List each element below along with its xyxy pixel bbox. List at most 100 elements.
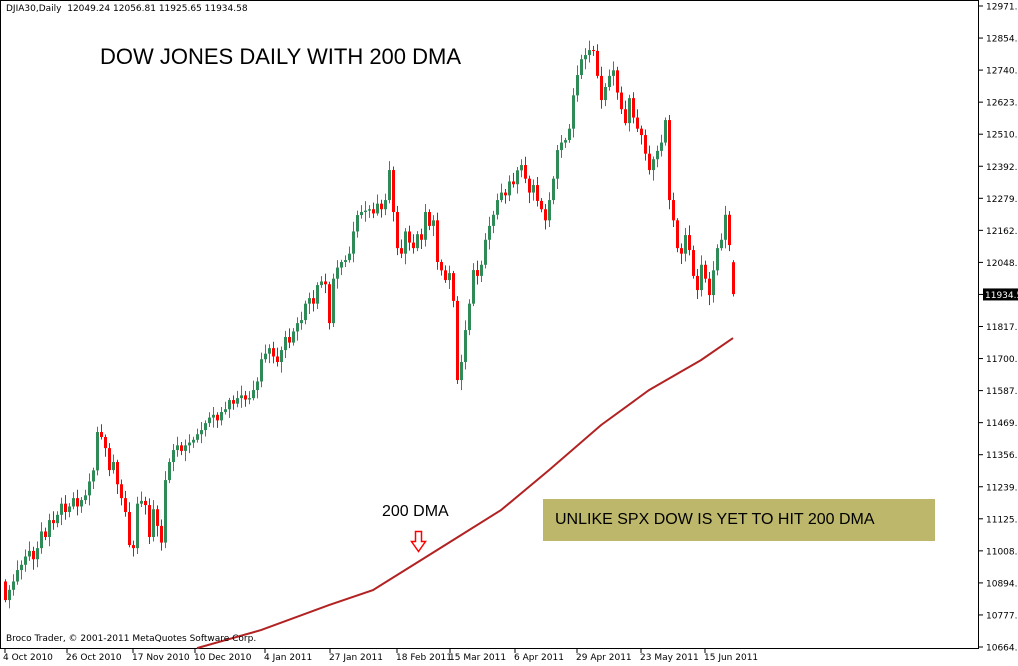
candle-up bbox=[376, 203, 379, 214]
candle-down bbox=[440, 262, 443, 271]
y-tick-label: 12854.4 bbox=[986, 35, 1018, 45]
candle-up bbox=[492, 214, 495, 226]
note-text: UNLIKE SPX DOW IS YET TO HIT 200 DMA bbox=[555, 511, 875, 528]
x-tick-label: 17 Nov 2010 bbox=[132, 653, 190, 663]
candle-up bbox=[588, 50, 591, 56]
candle-down bbox=[52, 520, 55, 524]
candle-down bbox=[116, 462, 119, 485]
chart-title: DOW JONES DAILY WITH 200 DMA bbox=[100, 44, 462, 69]
candle-down bbox=[632, 98, 635, 118]
candle-down bbox=[688, 235, 691, 251]
candle-down bbox=[44, 531, 47, 538]
candle-up bbox=[136, 503, 139, 549]
candle-down bbox=[640, 128, 643, 136]
candle-up bbox=[80, 500, 83, 507]
x-tick-label: 26 Oct 2010 bbox=[66, 653, 122, 663]
ma-200-line bbox=[196, 337, 734, 650]
candle-up bbox=[684, 235, 687, 254]
candle-up bbox=[340, 262, 343, 268]
candle-up bbox=[296, 323, 299, 332]
candle-down bbox=[708, 278, 711, 296]
candle-down bbox=[328, 284, 331, 324]
candle-down bbox=[160, 525, 163, 543]
candle-up bbox=[36, 548, 39, 560]
candle-up bbox=[560, 142, 563, 151]
candle-up bbox=[724, 214, 727, 240]
candle-up bbox=[628, 98, 631, 124]
candle-down bbox=[412, 242, 415, 249]
candle-up bbox=[308, 298, 311, 304]
candle-down bbox=[420, 234, 423, 240]
candle-down bbox=[668, 120, 671, 201]
candle-down bbox=[312, 298, 315, 304]
candle-up bbox=[344, 260, 347, 263]
candle-up bbox=[364, 210, 367, 213]
down-arrow-icon bbox=[410, 530, 427, 553]
candle-down bbox=[216, 414, 219, 421]
candle-up bbox=[468, 303, 471, 331]
candle-up bbox=[28, 550, 31, 557]
candle-up bbox=[248, 398, 251, 400]
y-tick-label: 11817.8 bbox=[986, 323, 1018, 333]
candle-down bbox=[244, 395, 247, 400]
candle-up bbox=[508, 181, 511, 196]
candle-down bbox=[272, 348, 275, 357]
x-tick-label: 27 Jan 2011 bbox=[329, 653, 383, 663]
candle-up bbox=[220, 412, 223, 421]
note-box: UNLIKE SPX DOW IS YET TO HIT 200 DMA bbox=[543, 499, 935, 541]
candle-up bbox=[656, 150, 659, 160]
candle-up bbox=[224, 409, 227, 413]
candle-down bbox=[132, 545, 135, 549]
x-tick-label: 15 Jun 2011 bbox=[704, 653, 759, 663]
candle-up bbox=[568, 128, 571, 141]
candle-up bbox=[284, 337, 287, 351]
candle-up bbox=[472, 270, 475, 304]
candle-up bbox=[236, 398, 239, 404]
candle-down bbox=[396, 212, 399, 249]
x-tick-label: 23 May 2011 bbox=[640, 653, 699, 663]
candle-down bbox=[692, 250, 695, 276]
candle-down bbox=[148, 505, 151, 538]
candle-down bbox=[324, 281, 327, 285]
candle-up bbox=[152, 509, 155, 538]
candle-down bbox=[524, 165, 527, 179]
candle-down bbox=[600, 75, 603, 101]
candle-up bbox=[532, 185, 535, 193]
candle-down bbox=[728, 214, 731, 246]
current-price-label: 11934.5 bbox=[985, 291, 1018, 301]
candle-down bbox=[288, 337, 291, 343]
y-tick-label: 12740.8 bbox=[986, 67, 1018, 77]
candle-up bbox=[500, 192, 503, 201]
x-tick-label: 6 Apr 2011 bbox=[514, 653, 564, 663]
candle-down bbox=[592, 50, 595, 52]
candle-up bbox=[368, 209, 371, 211]
candle-up bbox=[356, 215, 359, 232]
candle-up bbox=[556, 150, 559, 179]
candle-down bbox=[536, 185, 539, 201]
candle-up bbox=[548, 200, 551, 221]
candle-up bbox=[92, 470, 95, 482]
candle-up bbox=[432, 220, 435, 226]
candle-down bbox=[180, 445, 183, 451]
candle-up bbox=[252, 390, 255, 399]
candle-down bbox=[644, 135, 647, 154]
candle-up bbox=[240, 395, 243, 399]
candles bbox=[4, 40, 735, 609]
candle-up bbox=[164, 480, 167, 543]
candle-down bbox=[648, 153, 651, 171]
current-price-box bbox=[983, 288, 1018, 301]
candle-down bbox=[476, 270, 479, 276]
candle-up bbox=[88, 481, 91, 496]
candle-up bbox=[24, 556, 27, 565]
candle-up bbox=[652, 159, 655, 171]
candle-up bbox=[84, 495, 87, 501]
candle-down bbox=[680, 248, 683, 254]
y-tick-label: 10894.8 bbox=[986, 579, 1018, 589]
candle-down bbox=[676, 220, 679, 249]
candle-up bbox=[268, 348, 271, 354]
candle-up bbox=[304, 303, 307, 321]
y-tick-label: 12279.3 bbox=[986, 195, 1018, 205]
candle-up bbox=[204, 423, 207, 431]
candle-down bbox=[544, 209, 547, 221]
